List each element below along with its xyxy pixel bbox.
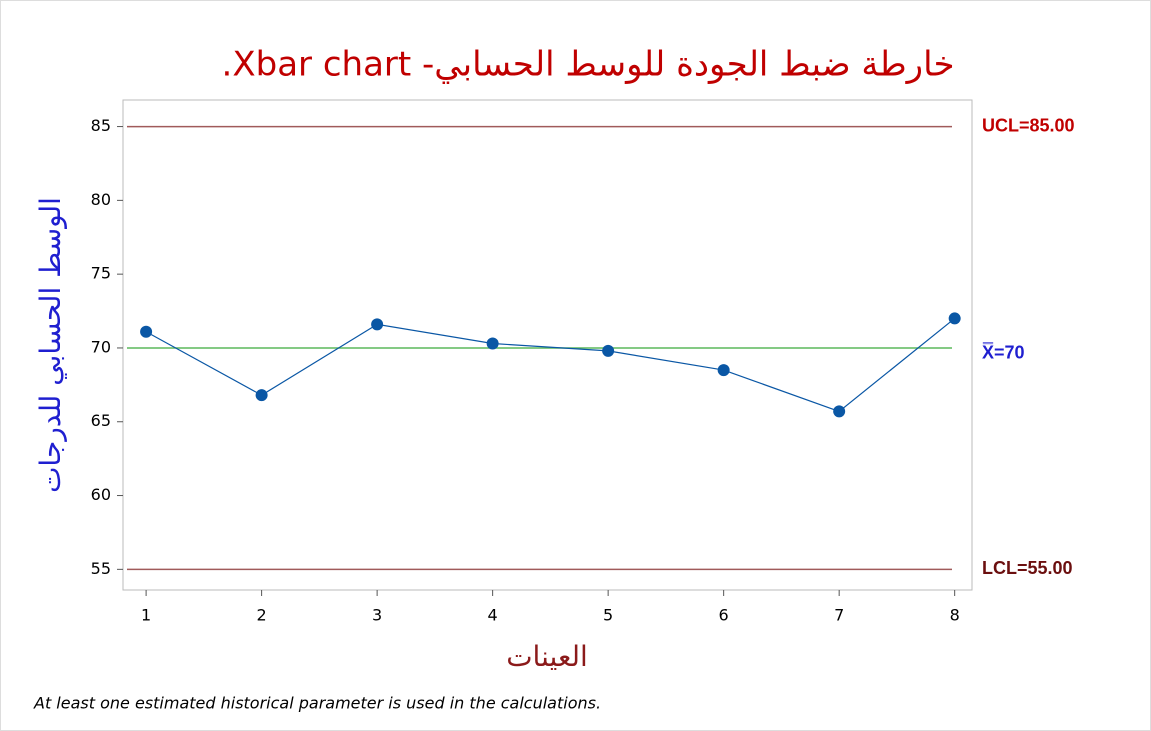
plot-area [122, 99, 973, 591]
x-tick-label: 2 [257, 606, 267, 625]
x-tick-label: 3 [372, 606, 382, 625]
control-label: LCL=55.00 [982, 558, 1073, 578]
x-tick-label: 1 [141, 606, 151, 625]
x-tick-label: 5 [603, 606, 613, 625]
control-label: UCL=85.00 [982, 115, 1075, 135]
y-tick-label: 85 [91, 116, 111, 135]
x-tick-label: 8 [950, 606, 960, 625]
chart-title: خارطة ضبط الجودة للوسط الحسابي- Xbar cha… [222, 45, 955, 85]
data-point [255, 389, 268, 402]
y-tick-label: 80 [91, 190, 111, 209]
y-tick-label: 75 [91, 264, 111, 283]
data-point [140, 325, 153, 338]
x-tick-label: 4 [488, 606, 498, 625]
y-tick-label: 70 [91, 337, 111, 356]
y-axis-label: الوسط الحسابي للدرجات [34, 197, 67, 493]
data-point [371, 318, 384, 331]
series-line [145, 317, 956, 413]
data-point [833, 405, 846, 418]
data-point [486, 337, 499, 350]
x-tick-label: 7 [834, 606, 844, 625]
y-tick-label: 55 [91, 559, 111, 578]
control-label: X̿=70 [982, 342, 1025, 363]
y-tick-label: 65 [91, 411, 111, 430]
data-point [602, 344, 615, 357]
data-point [948, 312, 961, 325]
data-point [717, 364, 730, 377]
x-axis-label: العينات [506, 640, 588, 673]
footnote: At least one estimated historical parame… [33, 694, 601, 713]
y-tick-label: 60 [91, 485, 111, 504]
x-tick-label: 6 [719, 606, 729, 625]
